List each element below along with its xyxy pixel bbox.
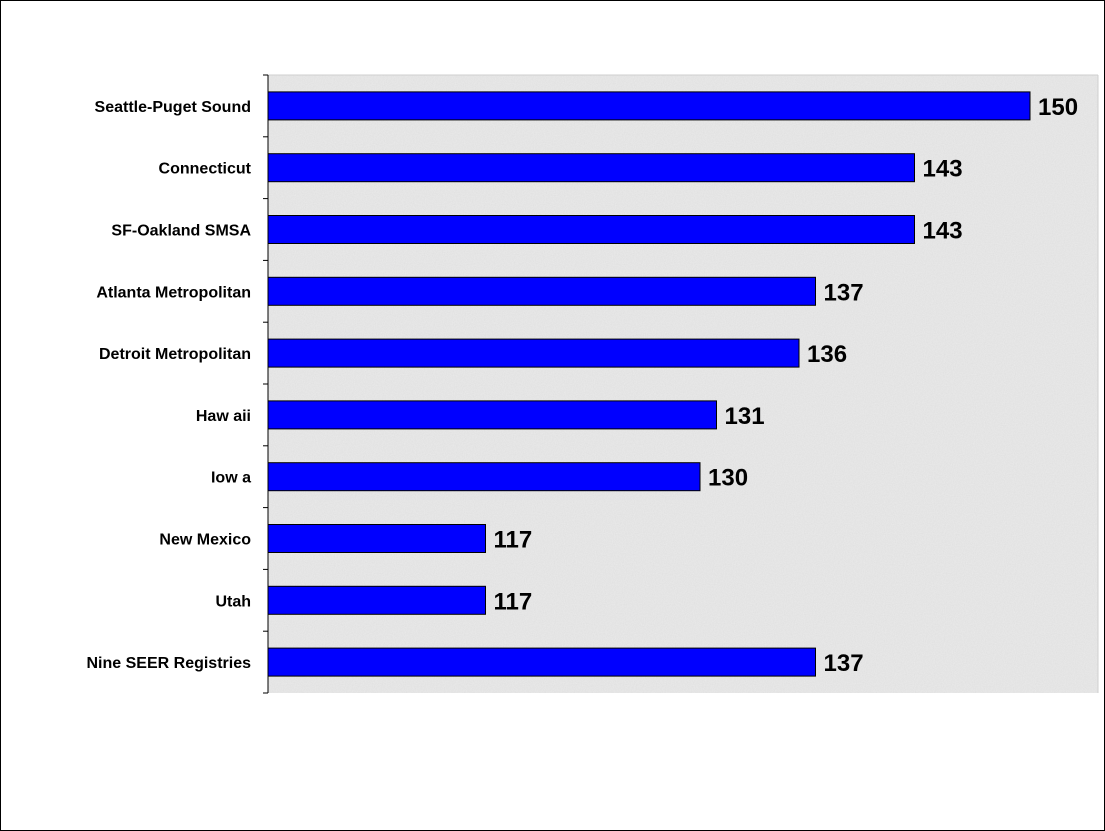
category-label: Connecticut	[159, 161, 252, 178]
data-label: 143	[923, 156, 963, 183]
data-label: 137	[824, 650, 864, 677]
category-label: Detroit Metropolitan	[99, 346, 251, 363]
data-label: 117	[494, 588, 533, 615]
category-label: Utah	[215, 593, 251, 610]
data-label: 117	[494, 527, 533, 554]
bar	[267, 524, 486, 553]
category-label: SF-Oakland SMSA	[111, 223, 251, 240]
data-label: 137	[824, 279, 864, 306]
bar	[267, 276, 816, 306]
bar	[267, 462, 701, 492]
bar	[267, 91, 1031, 121]
bar	[267, 338, 800, 368]
bar	[267, 585, 486, 615]
data-label: 143	[923, 218, 963, 245]
category-label: Seattle-Puget Sound	[95, 99, 251, 116]
bar	[267, 647, 816, 677]
data-label: 150	[1038, 94, 1078, 121]
data-label: 131	[725, 403, 765, 430]
bar	[267, 153, 915, 183]
data-label: 136	[807, 341, 847, 368]
data-label: 130	[708, 465, 748, 492]
category-label: Nine SEER Registries	[87, 655, 252, 672]
category-label: Haw aii	[196, 408, 251, 425]
category-label: Atlanta Metropolitan	[96, 284, 251, 301]
category-label: Iow a	[211, 470, 251, 487]
category-label: New Mexico	[159, 532, 251, 549]
bar	[267, 215, 915, 244]
bar	[267, 400, 717, 430]
